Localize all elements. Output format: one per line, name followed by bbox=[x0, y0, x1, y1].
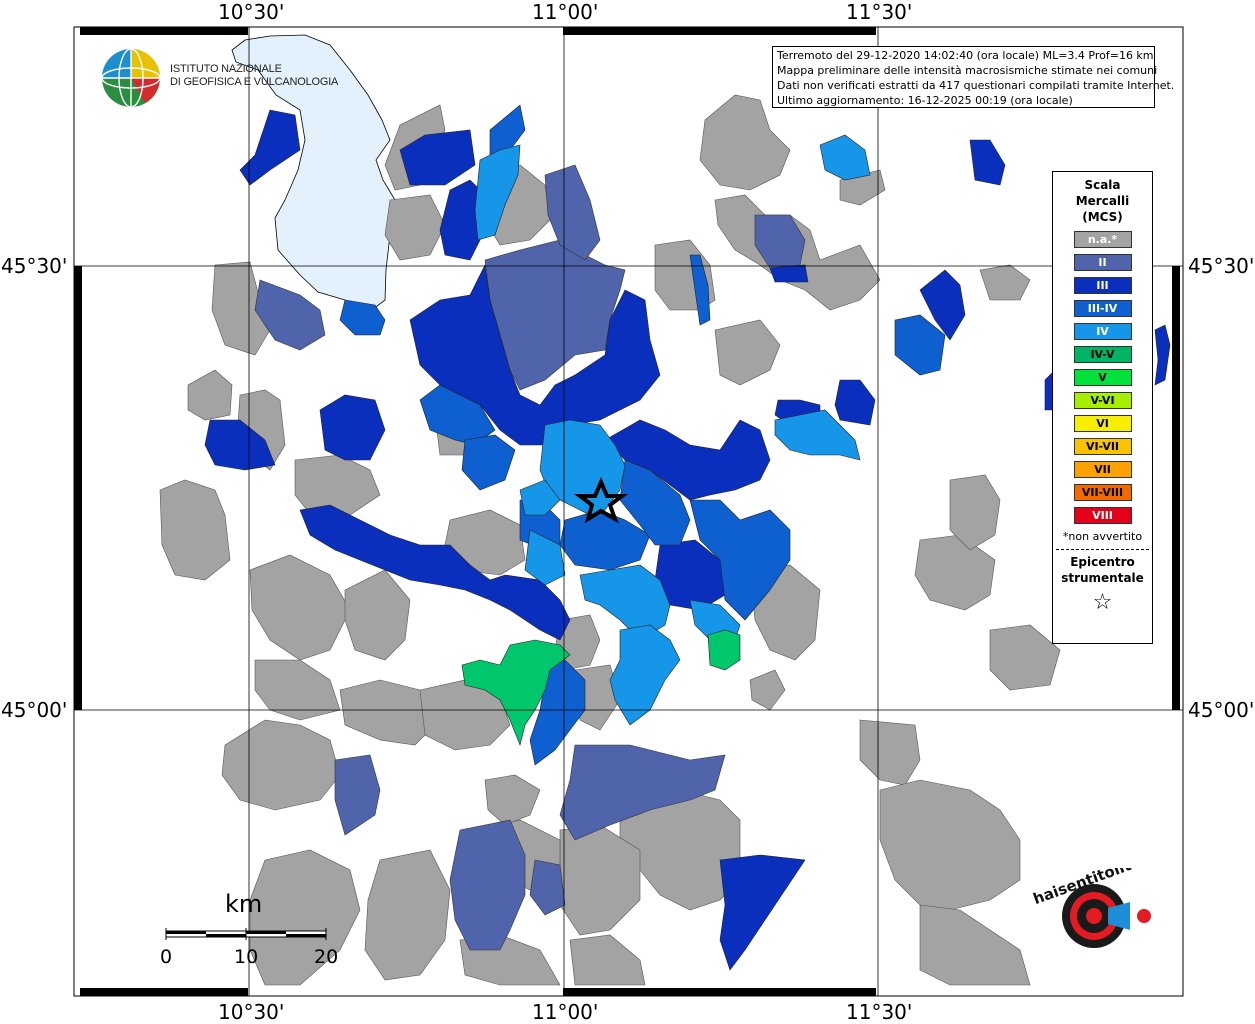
lon-tick-top-2: 11°00' bbox=[532, 0, 599, 24]
legend-epicenter-label: Epicentro strumentale bbox=[1053, 554, 1152, 586]
scale-unit: km bbox=[225, 890, 263, 918]
scale-label-0: 0 bbox=[160, 946, 173, 968]
institute-line-1: ISTITUTO NAZIONALE bbox=[170, 63, 282, 75]
legend-item: IV-V bbox=[1073, 346, 1132, 363]
event-info-line-1: Terremoto del 29-12-2020 14:02:40 (ora l… bbox=[777, 49, 1154, 62]
lat-tick-left-2: 45°00' bbox=[1, 698, 68, 722]
lat-tick-left-1: 45°30' bbox=[1, 254, 68, 278]
lon-tick-bottom-2: 11°00' bbox=[532, 1000, 599, 1024]
legend-title-line-3: (MCS) bbox=[1082, 210, 1123, 224]
legend-item: III bbox=[1073, 277, 1132, 294]
lat-tick-right-2: 45°00' bbox=[1188, 698, 1255, 722]
legend-item: VII bbox=[1073, 461, 1132, 478]
epicenter-label-line-1: Epicentro bbox=[1070, 555, 1135, 569]
legend-item: VII-VIII bbox=[1073, 484, 1132, 501]
legend-note: *non avvertito bbox=[1062, 530, 1143, 543]
legend-item: V-VI bbox=[1073, 392, 1132, 409]
lon-tick-top-3: 11°30' bbox=[846, 0, 913, 24]
legend-items: n.a.* II III III-IV IV IV-V V V-VI VI VI-VII VII VI… bbox=[1053, 231, 1152, 524]
epicenter-label-line-2: strumentale bbox=[1061, 571, 1144, 585]
legend-item: VI bbox=[1073, 415, 1132, 432]
event-info-line-4: Ultimo aggiornamento: 16-12-2025 00:19 (… bbox=[777, 94, 1073, 107]
haisentito-logo: haisentitoilterremoto.it bbox=[1031, 868, 1160, 948]
legend-divider bbox=[1056, 549, 1149, 550]
legend-title-line-2: Mercalli bbox=[1075, 194, 1130, 208]
legend-item: II bbox=[1073, 254, 1132, 271]
legend-item: III-IV bbox=[1073, 300, 1132, 317]
scale-bar: km 0 10 20 bbox=[160, 890, 340, 970]
legend-item: V bbox=[1073, 369, 1132, 386]
legend-item: VI-VII bbox=[1073, 438, 1132, 455]
lon-tick-bottom-1: 10°30' bbox=[218, 1000, 285, 1024]
scale-label-10: 10 bbox=[234, 946, 259, 968]
scale-bar-graphic bbox=[165, 928, 327, 940]
legend-title: Scala Mercalli (MCS) bbox=[1053, 177, 1152, 225]
legend-item: n.a.* bbox=[1073, 231, 1132, 248]
ingv-globe-logo bbox=[101, 48, 161, 108]
epicenter-star bbox=[574, 476, 628, 524]
institute-name: ISTITUTO NAZIONALE DI GEOFISICA E VULCAN… bbox=[170, 63, 338, 89]
epicenter-star-icon: ☆ bbox=[1092, 590, 1113, 615]
legend-title-line-1: Scala bbox=[1084, 178, 1121, 192]
lon-tick-top-1: 10°30' bbox=[218, 0, 285, 24]
scale-label-20: 20 bbox=[314, 946, 339, 968]
legend-item: IV bbox=[1073, 323, 1132, 340]
institute-line-2: DI GEOFISICA E VULCANOLOGIA bbox=[170, 76, 339, 88]
lon-tick-bottom-3: 11°30' bbox=[846, 1000, 913, 1024]
lat-tick-right-1: 45°30' bbox=[1188, 254, 1255, 278]
mcs-legend: Scala Mercalli (MCS) n.a.* II III III-IV IV I… bbox=[1052, 171, 1153, 644]
event-info-line-3: Dati non verificati estratti da 417 ques… bbox=[777, 79, 1175, 92]
event-info-line-2: Mappa preliminare delle intensità macros… bbox=[777, 64, 1158, 77]
legend-item: VIII bbox=[1073, 507, 1132, 524]
event-info-box: Terremoto del 29-12-2020 14:02:40 (ora l… bbox=[772, 46, 1175, 108]
